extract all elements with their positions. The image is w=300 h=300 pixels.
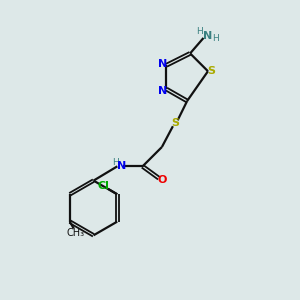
Text: S: S bbox=[208, 66, 215, 76]
Text: N: N bbox=[158, 59, 167, 69]
Text: N: N bbox=[116, 161, 126, 171]
Text: H: H bbox=[212, 34, 219, 43]
Text: N: N bbox=[158, 85, 167, 96]
Text: H: H bbox=[196, 27, 203, 36]
Text: N: N bbox=[203, 31, 212, 40]
Text: O: O bbox=[157, 175, 167, 185]
Text: Cl: Cl bbox=[97, 181, 109, 191]
Text: H: H bbox=[112, 158, 119, 167]
Text: S: S bbox=[171, 118, 179, 128]
Text: CH₃: CH₃ bbox=[67, 228, 85, 238]
